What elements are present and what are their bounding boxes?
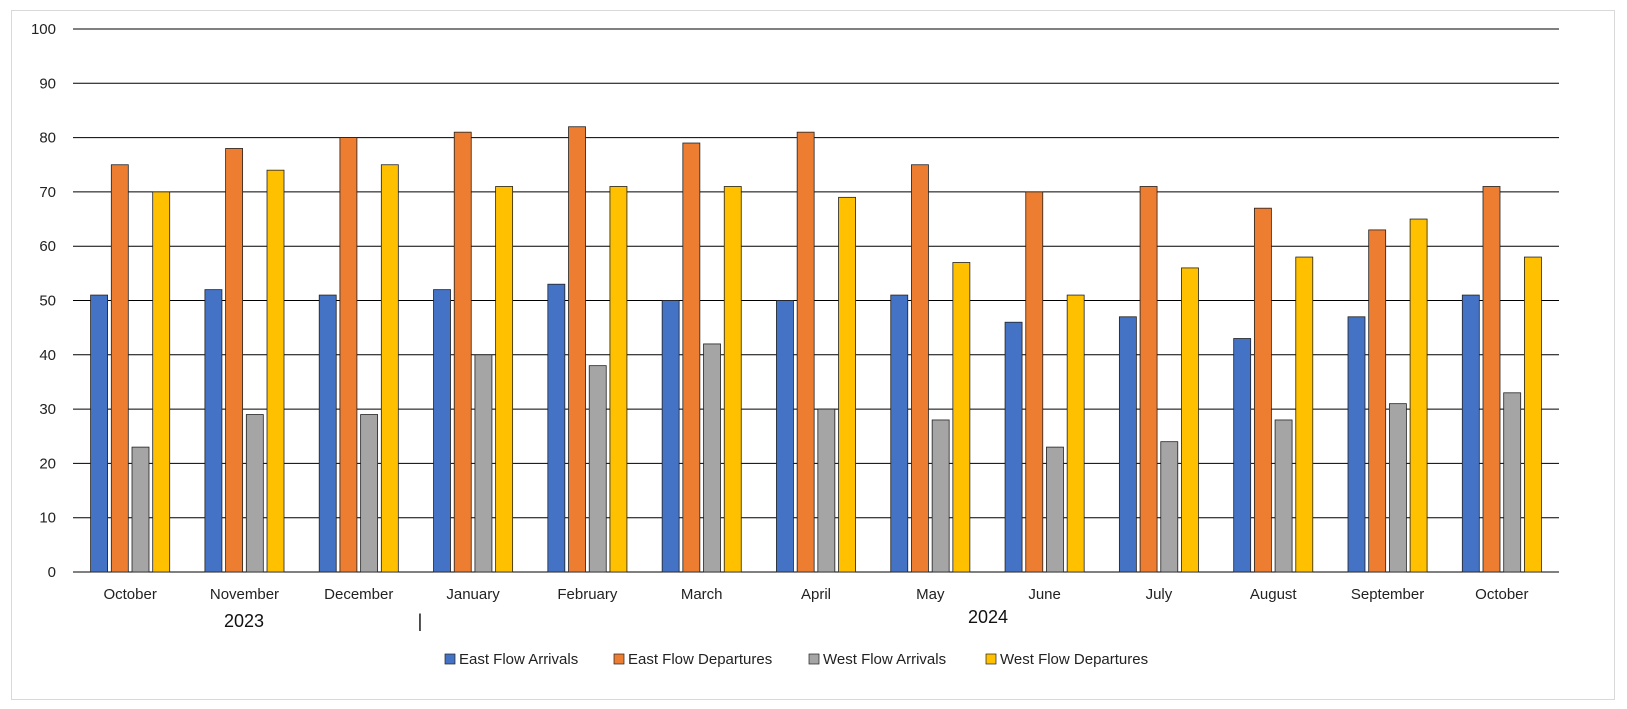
x-axis-labels: October November December January February Ma…: [103, 586, 1528, 603]
bar: [131, 446, 150, 573]
bar: [703, 343, 721, 573]
x-tick-label: September: [1351, 586, 1424, 603]
x-tick-label: August: [1250, 586, 1298, 603]
legend-label: East Flow Arrivals: [459, 651, 578, 668]
y-tick-label: 70: [39, 184, 56, 201]
bar: [380, 164, 399, 573]
bar: [1503, 392, 1522, 573]
bar: [433, 289, 451, 573]
year-divider: |: [418, 611, 423, 631]
legend-swatch: [613, 653, 625, 665]
x-tick-label: May: [916, 586, 945, 603]
y-tick-label: 40: [39, 347, 56, 364]
legend-label: West Flow Arrivals: [823, 651, 946, 668]
bar: [1118, 316, 1137, 573]
bar: [609, 186, 628, 573]
x-tick-label: October: [1475, 586, 1528, 603]
bar: [1046, 446, 1064, 573]
bar: [318, 294, 337, 573]
gridlines: [73, 28, 1559, 573]
bar: [1368, 229, 1387, 573]
bar: [952, 262, 971, 573]
bar: [1253, 207, 1272, 573]
bar: [568, 126, 586, 573]
x-tick-label: November: [210, 586, 279, 603]
bar: [1160, 441, 1179, 573]
x-tick-label: June: [1028, 586, 1061, 603]
bar: [225, 148, 244, 573]
y-tick-label: 20: [39, 455, 56, 472]
bar: [266, 169, 285, 573]
year-label-2024: 2024: [968, 607, 1008, 627]
bar: [1523, 256, 1542, 573]
bar: [838, 196, 856, 573]
bar: [547, 283, 566, 573]
bar: [1274, 419, 1293, 573]
year-labels: 2023 | 2024: [224, 607, 1008, 631]
bar: [661, 300, 680, 573]
bar: [495, 186, 514, 573]
bar: [245, 414, 264, 573]
y-tick-label: 100: [31, 21, 56, 38]
bar: [360, 414, 379, 573]
y-tick-label: 50: [39, 293, 56, 310]
bar: [588, 365, 607, 573]
bar: [817, 408, 836, 573]
bar: [453, 131, 472, 573]
x-tick-label: July: [1146, 586, 1173, 603]
year-label-2023: 2023: [224, 611, 264, 631]
bar: [152, 191, 171, 573]
bar: [90, 294, 109, 573]
bar: [911, 164, 929, 573]
bars: [90, 126, 1542, 573]
bar: [474, 354, 493, 573]
legend-swatch: [985, 653, 997, 665]
bar: [890, 294, 909, 573]
bar: [110, 164, 129, 573]
legend-label: West Flow Departures: [1000, 651, 1148, 668]
bar: [1388, 403, 1407, 573]
x-tick-label: March: [681, 586, 723, 603]
legend: East Flow Arrivals East Flow Departures We…: [444, 651, 1148, 668]
bar: [723, 186, 742, 573]
bar: [796, 131, 815, 573]
y-tick-label: 0: [48, 564, 56, 581]
x-tick-label: October: [103, 586, 156, 603]
y-tick-label: 90: [39, 75, 56, 92]
bar: [1295, 256, 1314, 573]
y-tick-label: 10: [39, 510, 56, 527]
bar: [682, 142, 701, 573]
bar: [204, 289, 223, 573]
y-tick-label: 60: [39, 238, 56, 255]
bar: [1139, 186, 1158, 573]
bar: [1066, 294, 1085, 573]
y-tick-label: 30: [39, 401, 56, 418]
bar: [776, 300, 794, 573]
y-axis-ticks: 0 10 20 30 40 50 60 70 80 90 100: [31, 21, 56, 581]
legend-swatch: [444, 653, 456, 665]
bar: [1025, 191, 1044, 573]
legend-swatch: [808, 653, 820, 665]
bar: [339, 137, 358, 573]
bar: [1004, 321, 1023, 573]
x-tick-label: December: [324, 586, 393, 603]
y-tick-label: 80: [39, 130, 56, 147]
legend-label: East Flow Departures: [628, 651, 772, 668]
bar: [1233, 338, 1252, 573]
bar: [931, 419, 950, 573]
bar: [1409, 218, 1428, 573]
bar: [1482, 186, 1501, 573]
bar: [1181, 267, 1199, 573]
bar: [1347, 316, 1366, 573]
x-tick-label: April: [801, 586, 831, 603]
x-tick-label: January: [446, 586, 500, 603]
x-tick-label: February: [557, 586, 618, 603]
bar: [1461, 294, 1480, 573]
